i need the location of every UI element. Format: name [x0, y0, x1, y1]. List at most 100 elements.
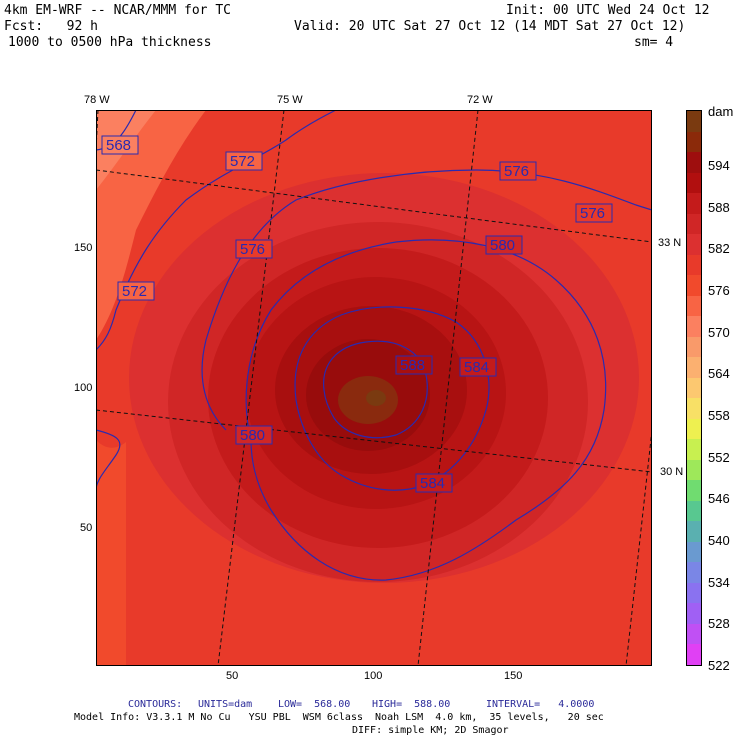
colorbar-segment	[687, 357, 701, 379]
colorbar	[686, 110, 702, 666]
contours-label: CONTOURS:	[128, 699, 183, 710]
lon-label-75w: 75 W	[277, 94, 303, 106]
colorbar-label: 576	[708, 283, 730, 298]
lat-label-33n: 33 N	[658, 237, 682, 249]
colorbar-label: 552	[708, 449, 730, 465]
colorbar-segment	[687, 131, 701, 153]
svg-text:588: 588	[400, 357, 425, 374]
colorbar-segment	[687, 418, 701, 440]
contours-interval: INTERVAL= 4.0000	[486, 699, 595, 710]
colorbar-segment	[687, 377, 701, 399]
colorbar-segment	[687, 152, 701, 174]
meridian-72w	[417, 110, 479, 666]
colorbar-label: 570	[708, 324, 730, 340]
model-title: 4km EM-WRF -- NCAR/MMM for TC	[4, 3, 231, 18]
colorbar-segment	[687, 459, 701, 481]
model-info: Model Info: V3.3.1 M No Cu YSU PBL WSM 6…	[74, 712, 604, 723]
lat-label-30n: 30 N	[660, 466, 684, 478]
contours-units: UNITS=dam	[198, 699, 253, 710]
svg-text:584: 584	[464, 359, 489, 376]
contour-label-588: 588	[395, 355, 433, 375]
contour-580	[245, 239, 607, 581]
contour-label-576a: 576	[499, 161, 537, 181]
colorbar-segment	[687, 172, 701, 194]
smoothing: sm= 4	[634, 35, 674, 50]
svg-text:568: 568	[106, 137, 131, 154]
fill-band-570b	[96, 440, 126, 666]
contour-label-572b: 572	[117, 281, 155, 301]
y-tick-100: 100	[74, 382, 93, 394]
field-name: 1000 to 0500 hPa thickness	[8, 35, 212, 50]
colorbar-segment	[687, 111, 701, 133]
colorbar-label: 558	[708, 408, 730, 423]
lon-label-78w: 78 W	[84, 94, 110, 106]
svg-text:572: 572	[122, 283, 147, 300]
colorbar-label: 594	[708, 158, 730, 173]
fill-band-590	[366, 390, 386, 406]
contours-low: LOW= 568.00	[278, 699, 351, 710]
colorbar-segment	[687, 500, 701, 522]
colorbar-label: 528	[708, 616, 730, 632]
map-frame	[96, 110, 652, 666]
colorbar-segment	[687, 336, 701, 358]
contour-572b	[96, 429, 121, 491]
colorbar-label: 588	[708, 199, 730, 215]
contour-576	[201, 169, 652, 431]
svg-text:576: 576	[580, 205, 605, 222]
colorbar-label: 540	[708, 533, 730, 548]
meridian-69w	[625, 429, 652, 666]
colorbar-segment	[687, 439, 701, 461]
y-tick-50: 50	[80, 522, 93, 534]
contour-label-584a: 584	[459, 357, 497, 377]
colorbar-segment	[687, 644, 701, 666]
colorbar-label: 582	[708, 241, 730, 257]
contour-label-584b: 584	[415, 473, 453, 493]
colorbar-segment	[687, 254, 701, 276]
colorbar-segment	[687, 398, 701, 420]
svg-text:576: 576	[240, 241, 265, 258]
x-tick-50: 50	[226, 670, 239, 682]
x-tick-150: 150	[504, 670, 523, 682]
contour-label-572a: 572	[225, 151, 263, 171]
contour-572	[96, 110, 337, 351]
contour-label-568a: 568	[101, 135, 139, 155]
colorbar-segment	[687, 295, 701, 317]
colorbar-segment	[687, 316, 701, 338]
thickness-map: 568 572 572 576 576 576 580 580 584 584 …	[96, 110, 652, 666]
colorbar-segment	[687, 603, 701, 625]
colorbar-segment	[687, 562, 701, 584]
meridian-75w	[217, 110, 285, 666]
colorbar-segment	[687, 521, 701, 543]
fill-band-566	[96, 110, 206, 340]
contour-label-580a: 580	[485, 235, 523, 255]
colorbar-label: 534	[708, 574, 730, 590]
colorbar-segment	[687, 623, 701, 645]
init-time: Init: 00 UTC Wed 24 Oct 12	[506, 3, 710, 18]
forecast-hour: Fcst: 92 h	[4, 19, 98, 34]
colorbar-segment	[687, 193, 701, 215]
svg-text:572: 572	[230, 153, 255, 170]
colorbar-segment	[687, 582, 701, 604]
valid-time: Valid: 20 UTC Sat 27 Oct 12 (14 MDT Sat …	[294, 19, 686, 34]
parallel-33n	[96, 169, 652, 243]
svg-text:580: 580	[240, 427, 265, 444]
contour-label-group: 568 572 572 576 576 576 580 580 584 584 …	[101, 135, 613, 493]
colorbar-segment	[687, 541, 701, 563]
x-tick-100: 100	[364, 670, 383, 682]
contour-label-580b: 580	[235, 425, 273, 445]
diffusion-info: DIFF: simple KM; 2D Smagor	[352, 725, 509, 736]
svg-text:584: 584	[420, 475, 445, 492]
colorbar-label: 522	[708, 658, 730, 673]
contour-label-576b: 576	[575, 203, 613, 223]
colorbar-label: 546	[708, 491, 730, 507]
colorbar-segment	[687, 275, 701, 297]
y-tick-150: 150	[74, 242, 93, 254]
colorbar-unit: dam	[708, 104, 734, 119]
contours-high: HIGH= 588.00	[372, 699, 451, 710]
colorbar-segment	[687, 234, 701, 256]
svg-text:580: 580	[490, 237, 515, 254]
colorbar-label: 564	[708, 366, 730, 382]
svg-text:576: 576	[504, 163, 529, 180]
contour-584	[294, 306, 490, 491]
parallel-30n	[96, 409, 652, 473]
